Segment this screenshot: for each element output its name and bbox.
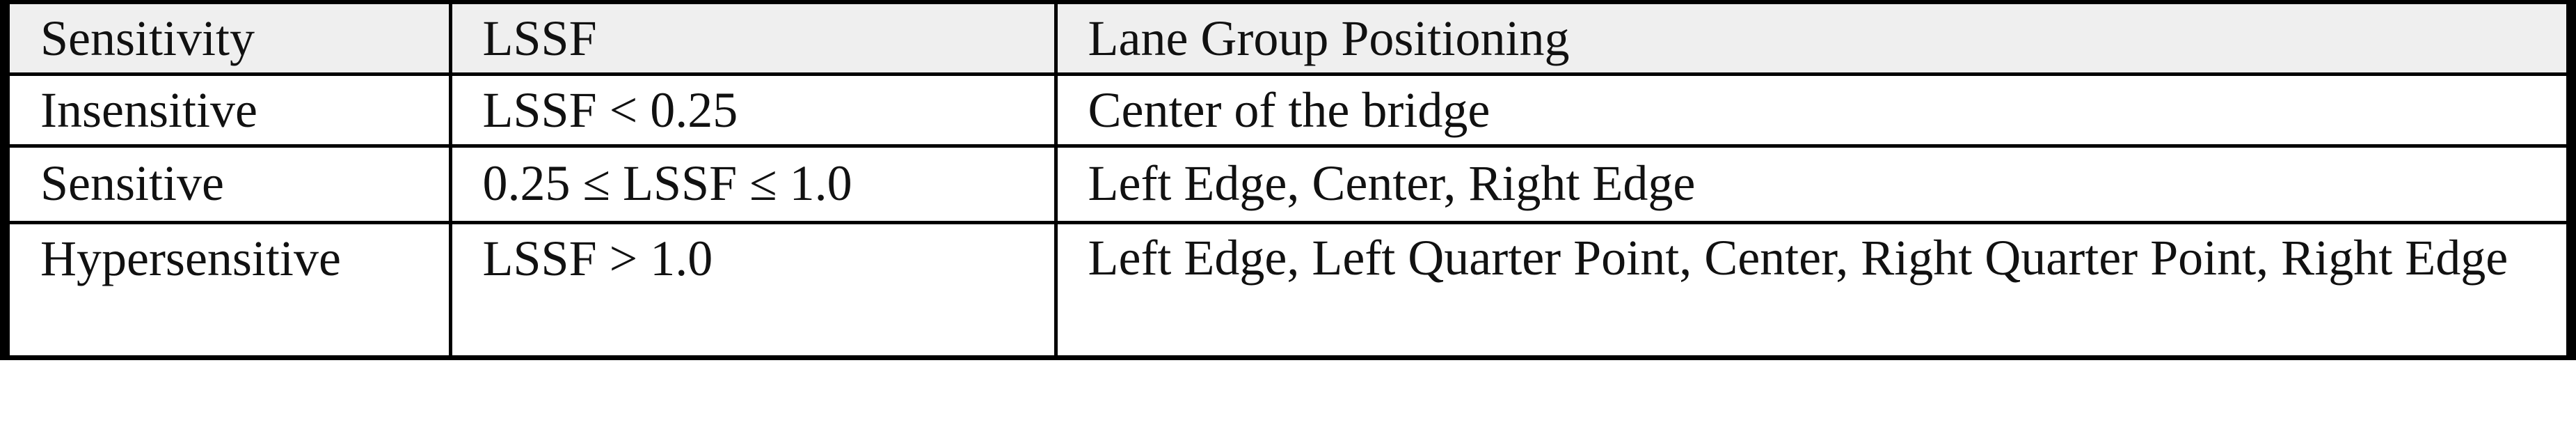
header-lssf: LSSF (448, 0, 1058, 76)
table-header-row: Sensitivity LSSF Lane Group Positioning (3, 0, 2573, 76)
cell-lane-group-positioning: Left Edge, Left Quarter Point, Center, R… (1054, 221, 2573, 359)
cell-lssf: LSSF > 1.0 (448, 221, 1058, 359)
cell-lssf: 0.25 ≤ LSSF ≤ 1.0 (448, 144, 1058, 224)
header-sensitivity: Sensitivity (3, 0, 452, 76)
cell-lane-group-positioning: Left Edge, Center, Right Edge (1054, 144, 2573, 224)
table-row: Insensitive LSSF < 0.25 Center of the br… (3, 72, 2573, 148)
sensitivity-table: Sensitivity LSSF Lane Group Positioning … (0, 0, 2576, 360)
cell-lane-group-positioning: Center of the bridge (1054, 72, 2573, 148)
table-row: Hypersensitive LSSF > 1.0 Left Edge, Lef… (3, 221, 2573, 359)
cell-lssf: LSSF < 0.25 (448, 72, 1058, 148)
cell-sensitivity: Sensitive (3, 144, 452, 224)
table-row: Sensitive 0.25 ≤ LSSF ≤ 1.0 Left Edge, C… (3, 144, 2573, 224)
cell-sensitivity: Hypersensitive (3, 221, 452, 359)
header-lane-group-positioning: Lane Group Positioning (1054, 0, 2573, 76)
cell-sensitivity: Insensitive (3, 72, 452, 148)
